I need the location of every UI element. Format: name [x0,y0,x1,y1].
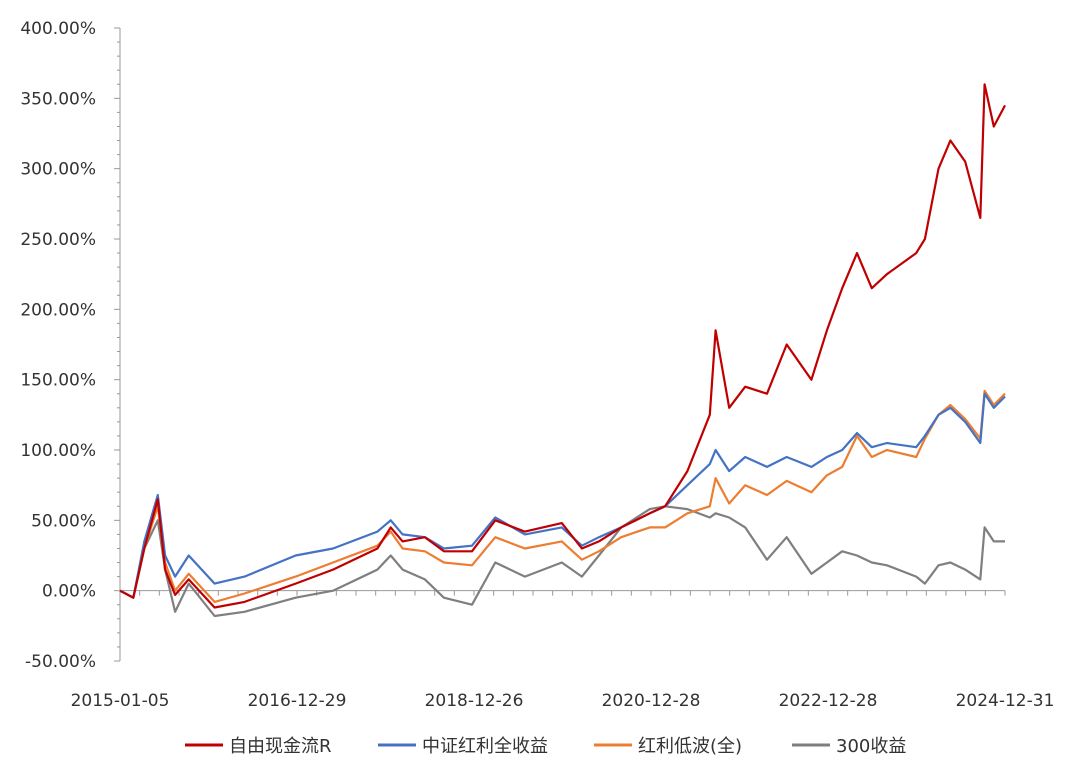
y-tick-label: 100.00% [20,441,96,461]
x-tick-label: 2015-01-05 [71,691,170,711]
x-tick-label: 2018-12-26 [425,691,524,711]
y-tick-label: 0.00% [42,582,96,602]
legend-label: 红利低波(全) [638,736,742,757]
legend-label: 中证红利全收益 [422,736,548,757]
x-tick-label: 2024-12-31 [956,691,1055,711]
y-tick-label: -50.00% [25,652,96,672]
y-tick-label: 350.00% [20,89,96,109]
series-lines [119,83,1006,618]
series-line-0 [119,83,1006,609]
x-tick-label: 2020-12-28 [602,691,701,711]
x-tick-label: 2016-12-29 [248,691,347,711]
y-tick-label: 300.00% [20,160,96,180]
x-axis-ticks: 2015-01-05 2016-12-29 2018-12-26 2020-12-28… [71,590,1055,711]
y-tick-label: 150.00% [20,371,96,391]
y-tick-label: 50.00% [31,511,96,531]
y-tick-label: 400.00% [20,19,96,39]
legend-label: 300收益 [836,736,906,757]
chart-legend: 自由现金流R 中证红利全收益 红利低波(全) 300收益 [185,736,906,757]
chart-axes [119,28,1005,661]
y-tick-label: 200.00% [20,300,96,320]
legend-label: 自由现金流R [229,736,332,757]
y-axis-ticks: 400.00% 350.00% 300.00% 250.00% 200.00% 150.0… [20,19,120,672]
y-tick-label: 250.00% [20,230,96,250]
series-line-1 [119,392,1006,599]
x-tick-label: 2022-12-28 [779,691,878,711]
series-line-2 [119,389,1006,603]
series-line-3 [119,505,1005,618]
